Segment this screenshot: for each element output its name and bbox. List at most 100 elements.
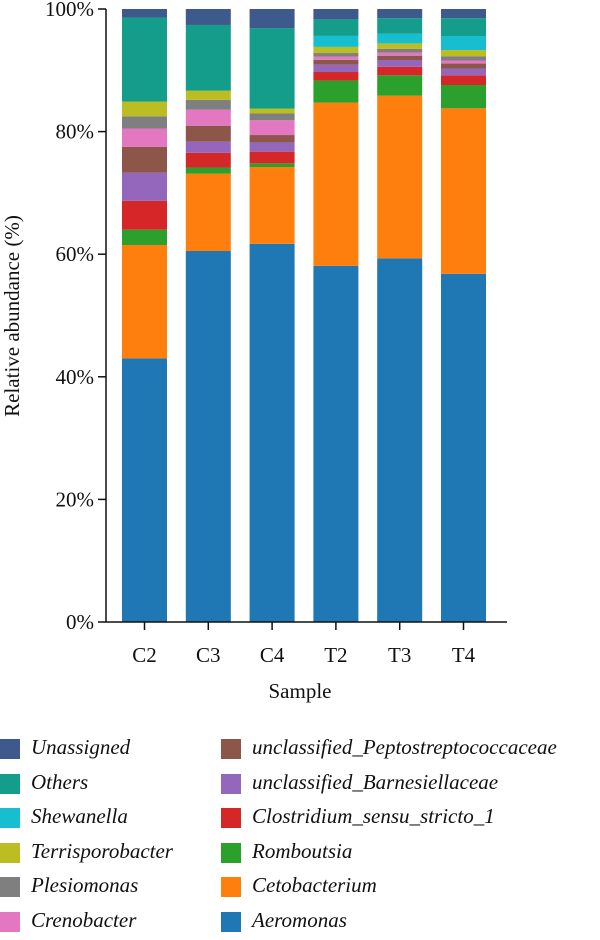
bar-segment-c2-unassigned [122, 9, 167, 18]
bar-segment-t4-aeromonas [441, 273, 486, 622]
bar-segment-t3-plesiomonas [377, 48, 423, 53]
y-tick-label: 20% [56, 487, 95, 511]
legend-label: unclassified_Barnesiellaceae [252, 769, 499, 794]
bar-segment-t4-terrisporobacter [441, 50, 486, 57]
legend-label: Crenobacter [31, 907, 137, 932]
bar-segment-t3-crenobacter [377, 52, 423, 56]
bar-stack-c3 [185, 9, 231, 622]
bar-segment-t4-unclassified-peptostreptococcaceae [441, 63, 486, 69]
legend-swatch [221, 808, 241, 828]
bar-segment-t3-aeromonas [377, 258, 423, 622]
bar-segment-t2-others [313, 19, 359, 36]
bar-segment-c4-unclassified-barnesiellaceae [249, 142, 295, 152]
bar-segment-c3-crenobacter [185, 109, 231, 126]
legend-swatch [0, 773, 20, 794]
bar-segment-c2-clostridium-sensu-stricto-1 [122, 200, 167, 230]
bar-segment-t3-unclassified-barnesiellaceae [377, 59, 423, 67]
bar-segment-t2-unclassified-peptostreptococcaceae [313, 59, 359, 65]
x-axis-title: Sample [269, 679, 332, 703]
bar-segment-t3-clostridium-sensu-stricto-1 [377, 66, 423, 76]
legend-swatch [221, 739, 241, 759]
bar-segment-c4-aeromonas [249, 243, 295, 622]
legend-label: unclassified_Peptostreptococcaceae [252, 735, 557, 759]
y-ticks: 0% 20% 40% 60% 80% 100% [45, 0, 106, 634]
bar-segment-t4-romboutsia [441, 85, 486, 109]
bar-segment-t4-shewanella [441, 35, 486, 51]
x-tick-label-c4: C4 [260, 643, 285, 667]
axes-layer [105, 9, 507, 623]
legend-label: Terrisporobacter [31, 838, 173, 863]
bar-segment-t4-unassigned [441, 9, 486, 19]
bar-segment-c4-others [249, 28, 295, 109]
bar-segment-c3-romboutsia [185, 167, 231, 174]
bar-segment-c4-unclassified-peptostreptococcaceae [249, 135, 295, 143]
bar-segment-t3-terrisporobacter [377, 43, 423, 49]
bar-segment-c4-romboutsia [249, 163, 295, 168]
bar-segment-t4-unclassified-barnesiellaceae [441, 68, 486, 76]
bar-segment-t3-romboutsia [377, 75, 423, 96]
bar-segment-t2-unclassified-barnesiellaceae [313, 64, 359, 73]
x-tick-label-c2: C2 [132, 643, 157, 667]
bar-segment-t3-unclassified-peptostreptococcaceae [377, 55, 423, 60]
x-tick-label-t2: T2 [324, 643, 347, 667]
bar-segment-c3-cetobacterium [185, 173, 231, 251]
bar-segment-c3-unassigned [185, 9, 231, 25]
bar-segment-t4-cetobacterium [441, 108, 486, 274]
bar-segment-c2-crenobacter [122, 128, 167, 147]
bar-segment-c2-cetobacterium [122, 245, 167, 359]
bar-segment-c4-crenobacter [249, 120, 295, 136]
bar-segment-c4-cetobacterium [249, 167, 295, 244]
bar-segment-t2-unassigned [313, 9, 359, 20]
legend-label: Clostridium_sensu_stricto_1 [252, 804, 495, 828]
bar-segment-c2-aeromonas [122, 358, 167, 622]
legend-swatch [0, 842, 20, 863]
bar-segment-c4-terrisporobacter [249, 108, 295, 114]
bar-segment-t3-shewanella [377, 33, 423, 44]
x-ticks: C2 C3 C4 T2 T3 T4 [132, 622, 476, 667]
bar-segment-c4-clostridium-sensu-stricto-1 [249, 151, 295, 164]
bar-segment-t4-clostridium-sensu-stricto-1 [441, 75, 486, 86]
bar-segment-t2-cetobacterium [313, 102, 359, 266]
legend-swatch [0, 877, 20, 897]
legend-label: Unassigned [31, 735, 131, 759]
bar-segment-c4-plesiomonas [249, 113, 295, 121]
stacked-bar-chart: 0% 20% 40% 60% 80% 100% C2 C3 C4 T2 T3 T4 Sample R… [0, 0, 507, 703]
bar-segment-c3-aeromonas [185, 251, 231, 622]
bar-segment-t2-shewanella [313, 35, 359, 47]
bar-stack-c4 [249, 9, 295, 622]
legend-swatch [0, 808, 20, 828]
bar-stack-t4 [441, 9, 486, 622]
bar-segment-t2-romboutsia [313, 80, 359, 103]
x-tick-label-t4: T4 [452, 643, 476, 667]
bar-segment-c2-unclassified-barnesiellaceae [122, 172, 167, 201]
y-axis-title: Relative abundance (%) [0, 215, 24, 417]
legend-label: Aeromonas [252, 907, 347, 932]
y-tick-label: 0% [66, 610, 94, 634]
bar-segment-c2-terrisporobacter [122, 101, 167, 117]
bar-segment-t2-aeromonas [313, 265, 359, 622]
bar-stack-t2 [313, 9, 359, 622]
bar-segment-t2-terrisporobacter [313, 46, 359, 54]
bar-segment-c3-clostridium-sensu-stricto-1 [185, 152, 231, 168]
legend-label: Cetobacterium [252, 873, 377, 897]
legend-swatch [221, 911, 241, 932]
bar-segment-c2-unclassified-peptostreptococcaceae [122, 146, 167, 173]
bar-segment-c2-others [122, 17, 167, 102]
bar-segment-c3-others [185, 24, 231, 91]
legend-swatch [221, 877, 241, 897]
legend-swatch [221, 842, 241, 863]
bar-segment-c3-unclassified-barnesiellaceae [185, 141, 231, 153]
bar-segment-t4-crenobacter [441, 60, 486, 64]
bar-segment-c2-plesiomonas [122, 116, 167, 129]
legend: Unassigned Others Shewanella Terrisporobact… [0, 733, 600, 932]
legend-swatch [221, 773, 241, 794]
bar-segment-c3-plesiomonas [185, 99, 231, 110]
bar-segment-t2-crenobacter [313, 56, 359, 60]
bar-segment-t4-others [441, 18, 486, 36]
bar-segment-c2-romboutsia [122, 229, 167, 245]
bar-segment-t4-plesiomonas [441, 56, 486, 61]
legend-label: Plesiomonas [31, 873, 139, 897]
legend-swatch [0, 739, 20, 759]
bar-segment-c3-unclassified-peptostreptococcaceae [185, 125, 231, 142]
y-tick-label: 80% [56, 120, 95, 144]
